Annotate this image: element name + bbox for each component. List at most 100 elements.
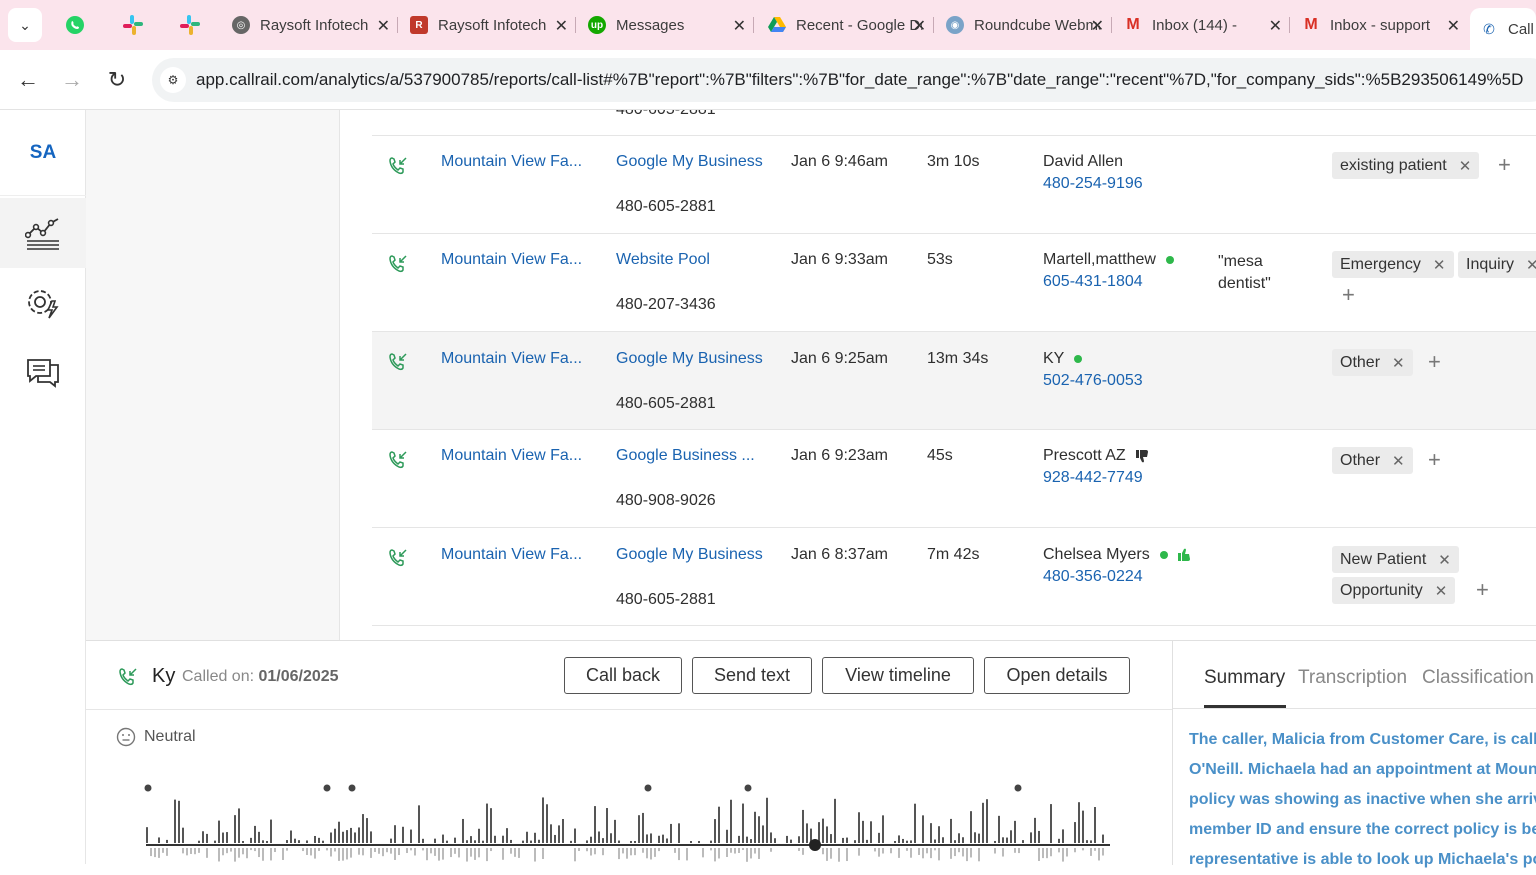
add-tag-icon[interactable]: +: [1476, 577, 1489, 602]
add-tag-icon[interactable]: +: [1428, 349, 1441, 374]
company-link[interactable]: Mountain View Fa...: [441, 251, 583, 268]
call-back-button[interactable]: Call back: [564, 657, 682, 694]
thumbs-up-icon[interactable]: [1176, 547, 1192, 563]
browser-tab-3[interactable]: up Messages ✕: [588, 8, 754, 42]
table-row-selected[interactable]: Mountain View Fa... Google My Business 4…: [372, 332, 1536, 430]
browser-tab-5[interactable]: ◉ Roundcube Webmail ✕: [946, 8, 1112, 42]
slack-pinned-tab-2[interactable]: [175, 10, 205, 40]
site-info-icon[interactable]: ⚙: [160, 67, 186, 93]
tab-classification[interactable]: Classification: [1422, 667, 1534, 688]
playhead-handle[interactable]: [809, 839, 821, 851]
nav-settings[interactable]: [0, 268, 86, 338]
speaker-marker[interactable]: [644, 784, 652, 792]
speaker-marker[interactable]: [144, 784, 152, 792]
remove-tag-icon[interactable]: ✕: [1434, 582, 1448, 600]
audio-waveform[interactable]: [86, 771, 1172, 865]
tracking-number: 480-908-9026: [616, 492, 716, 509]
browser-tab-7[interactable]: M Inbox - support ✕: [1302, 8, 1466, 42]
status-dot: [1074, 354, 1083, 363]
remove-tag-icon[interactable]: ✕: [1438, 551, 1451, 569]
forward-arrow-icon[interactable]: →: [61, 67, 83, 92]
remove-tag-icon[interactable]: ✕: [1458, 157, 1472, 175]
nav-conversations[interactable]: [0, 338, 86, 408]
open-details-button[interactable]: Open details: [984, 657, 1130, 694]
waveform-bar: [950, 818, 952, 843]
account-initials[interactable]: SA: [0, 110, 86, 196]
table-row[interactable]: Mountain View Fa... Google Business ... …: [372, 430, 1536, 528]
waveform-bar: [750, 848, 752, 859]
back-arrow-icon[interactable]: ←: [17, 67, 39, 92]
tab-summary[interactable]: Summary: [1204, 667, 1286, 688]
caller-phone-link[interactable]: 502-476-0053: [1043, 372, 1143, 389]
add-tag-icon[interactable]: +: [1498, 152, 1511, 177]
close-tab-icon[interactable]: ✕: [912, 18, 926, 35]
url-omnibox[interactable]: ⚙ app.callrail.com/analytics/a/537900785…: [152, 58, 1536, 102]
call-date: Jan 6 8:37am: [791, 546, 888, 563]
tab-transcription[interactable]: Transcription: [1298, 667, 1408, 688]
slack-pinned-tab-1[interactable]: [118, 10, 148, 40]
browser-tab-4[interactable]: Recent - Google Drive ✕: [768, 8, 934, 42]
close-tab-icon[interactable]: ✕: [1268, 18, 1282, 35]
waveform-bar: [234, 815, 236, 843]
close-tab-icon[interactable]: ✕: [554, 18, 568, 35]
caller-phone-link[interactable]: 480-356-0224: [1043, 568, 1143, 585]
browser-tab-active[interactable]: ✆ Call: [1470, 8, 1536, 50]
speaker-marker[interactable]: [348, 784, 356, 792]
send-text-button[interactable]: Send text: [692, 657, 812, 694]
keyword: "mesa dentist": [1218, 253, 1271, 292]
waveform-bar: [998, 815, 1000, 843]
company-link[interactable]: Mountain View Fa...: [441, 350, 583, 367]
company-link[interactable]: Mountain View Fa...: [441, 546, 583, 563]
source-link[interactable]: Google My Business: [616, 153, 763, 170]
url-text[interactable]: app.callrail.com/analytics/a/537900785/r…: [196, 70, 1524, 89]
waveform-bar: [318, 848, 320, 851]
waveform-bar: [534, 832, 536, 843]
waveform-bar: [726, 848, 728, 857]
waveform-bar: [686, 848, 688, 861]
called-on-date: 01/06/2025: [258, 668, 339, 685]
source-link[interactable]: Website Pool: [616, 251, 710, 268]
table-row[interactable]: Mountain View Fa... Google My Business 4…: [372, 136, 1536, 234]
waveform-bar: [758, 848, 760, 859]
waveform-bar: [238, 808, 240, 843]
nav-analytics[interactable]: [0, 198, 86, 268]
add-tag-icon[interactable]: +: [1428, 447, 1441, 472]
caller-phone-link[interactable]: 480-254-9196: [1043, 175, 1143, 192]
waveform-bar: [854, 840, 856, 843]
source-link[interactable]: Google My Business: [616, 546, 763, 563]
table-row[interactable]: Mountain View Fa... Website Pool 480-207…: [372, 234, 1536, 332]
source-link[interactable]: Google My Business: [616, 350, 763, 367]
table-row[interactable]: Mountain View Fa... Google My Business 4…: [372, 528, 1536, 626]
waveform-bar: [790, 839, 792, 843]
remove-tag-icon[interactable]: ✕: [1392, 354, 1405, 372]
view-timeline-button[interactable]: View timeline: [822, 657, 974, 694]
remove-tag-icon[interactable]: ✕: [1526, 256, 1536, 274]
add-tag-icon[interactable]: +: [1342, 282, 1355, 307]
close-tab-icon[interactable]: ✕: [376, 18, 390, 35]
speaker-marker[interactable]: [1014, 784, 1022, 792]
close-tab-icon[interactable]: ✕: [732, 18, 746, 35]
close-tab-icon[interactable]: ✕: [1446, 18, 1460, 35]
waveform-bar: [938, 826, 940, 843]
thumbs-down-icon[interactable]: [1134, 448, 1150, 464]
call-date: Jan 6 9:25am: [791, 350, 888, 367]
browser-tab-6[interactable]: M Inbox (144) - ✕: [1124, 8, 1290, 42]
call-duration: 7m 42s: [927, 546, 980, 563]
company-link[interactable]: Mountain View Fa...: [441, 447, 583, 464]
source-link[interactable]: Google Business ...: [616, 447, 755, 464]
close-tab-icon[interactable]: ✕: [1090, 18, 1104, 35]
waveform-bar: [822, 818, 824, 843]
browser-tab-1[interactable]: ◎ Raysoft Infotech ✕: [232, 8, 398, 42]
speaker-marker[interactable]: [323, 784, 331, 792]
speaker-marker[interactable]: [744, 784, 752, 792]
whatsapp-pinned-tab[interactable]: [60, 10, 90, 40]
tab-search-chevron-icon[interactable]: ⌄: [8, 8, 42, 42]
caller-phone-link[interactable]: 605-431-1804: [1043, 273, 1143, 290]
remove-tag-icon[interactable]: ✕: [1432, 256, 1446, 274]
browser-tab-2[interactable]: R Raysoft Infotech ✕: [410, 8, 576, 42]
remove-tag-icon[interactable]: ✕: [1392, 452, 1405, 470]
company-link[interactable]: Mountain View Fa...: [441, 153, 583, 170]
waveform-bar: [666, 838, 668, 843]
caller-phone-link[interactable]: 928-442-7749: [1043, 469, 1143, 486]
reload-icon[interactable]: ↻: [107, 67, 127, 92]
